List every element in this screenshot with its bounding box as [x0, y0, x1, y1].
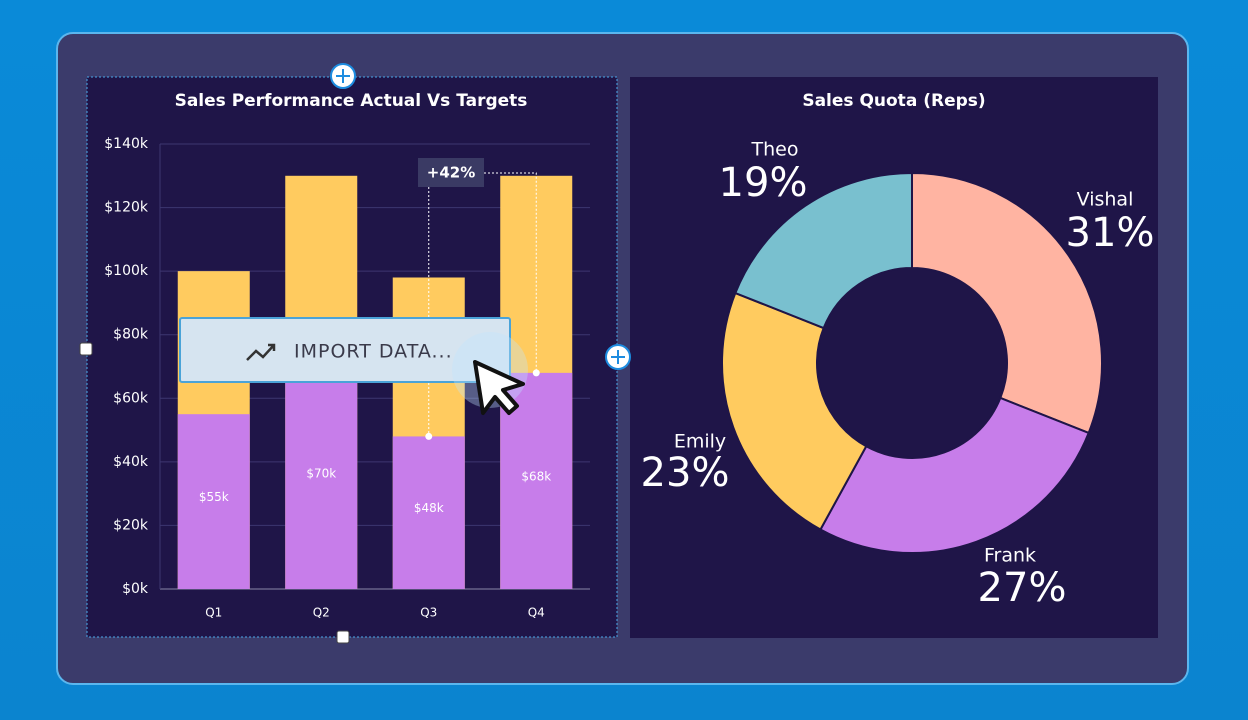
donut-slice — [721, 291, 868, 531]
y-tick-label: $100k — [104, 263, 149, 279]
y-tick-label: $20k — [113, 517, 149, 533]
slice-value: 31% — [1066, 210, 1155, 256]
annotation-line — [428, 172, 537, 437]
x-tick-label: Q2 — [313, 606, 330, 620]
annotation-dot — [425, 432, 433, 440]
y-tick-label: $40k — [113, 454, 149, 470]
y-tick-label: $80k — [113, 327, 149, 343]
slice-name: Vishal — [1077, 189, 1134, 211]
resize-handle[interactable] — [336, 630, 350, 644]
donut-slice — [734, 171, 913, 330]
value-label: $70k — [306, 466, 336, 480]
value-label: $48k — [414, 501, 444, 515]
actual-bar — [177, 414, 250, 589]
y-tick-label: $0k — [122, 581, 149, 597]
chart-title: Sales Performance Actual Vs Targets — [175, 91, 528, 111]
actual-bar — [285, 366, 358, 589]
add-handle[interactable] — [605, 344, 631, 370]
y-tick-label: $60k — [113, 390, 149, 406]
annotation-box — [418, 158, 484, 187]
slice-value: 23% — [641, 450, 730, 496]
actual-bar — [392, 436, 465, 589]
slice-name: Frank — [984, 545, 1036, 567]
slice-value: 19% — [719, 160, 808, 206]
slice-name: Emily — [674, 431, 726, 453]
x-tick-label: Q1 — [205, 606, 222, 620]
slice-name: Theo — [751, 139, 799, 161]
donut-slice — [911, 171, 1103, 435]
ui-overlay: IMPORT DATA... — [79, 63, 631, 644]
import-button-label: IMPORT DATA... — [294, 341, 453, 363]
x-tick-label: Q3 — [420, 606, 437, 620]
y-tick-label: $140k — [104, 136, 149, 152]
cursor — [473, 360, 525, 415]
value-label: $68k — [521, 469, 551, 483]
annotation: +42% — [427, 164, 475, 182]
y-tick-label: $120k — [104, 200, 149, 216]
import-button[interactable]: IMPORT DATA... — [179, 317, 511, 383]
annotation-dot — [532, 369, 540, 377]
slice-value: 27% — [978, 565, 1067, 611]
value-label: $55k — [199, 490, 229, 504]
chart-title: Sales Quota (Reps) — [802, 91, 985, 111]
resize-handle[interactable] — [79, 342, 93, 356]
x-tick-label: Q4 — [528, 606, 545, 620]
donut-slice — [819, 396, 1090, 554]
add-handle[interactable] — [330, 63, 356, 89]
bar-chart: Sales Performance Actual Vs Targets $0k $2… — [104, 91, 590, 620]
